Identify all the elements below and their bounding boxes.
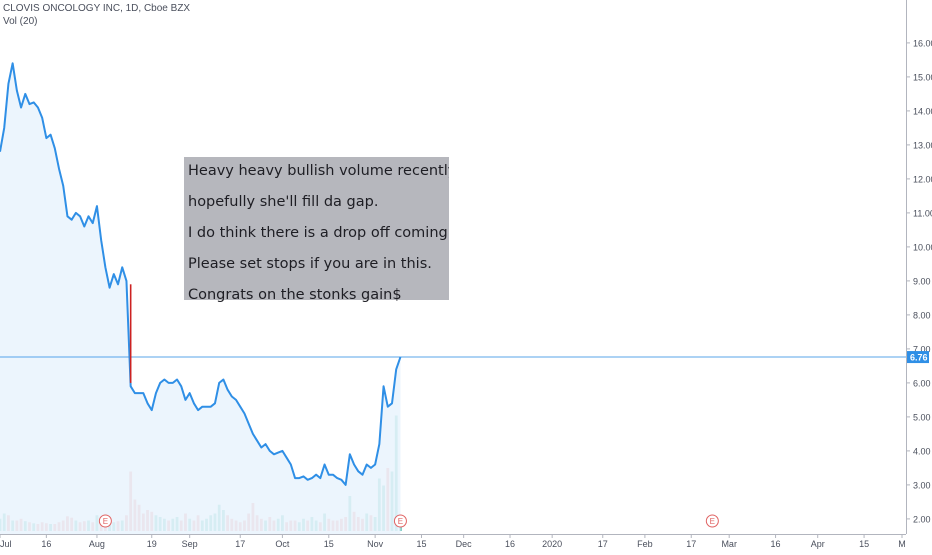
x-tick-label: 17: [235, 539, 245, 549]
x-tick-label: Mar: [721, 539, 737, 549]
x-tick-label: 17: [598, 539, 608, 549]
x-tick-label: 16: [41, 539, 51, 549]
note-line: hopefully she'll fill da gap.: [188, 194, 379, 210]
x-tick-label: 15: [416, 539, 426, 549]
x-tick-label: 16: [505, 539, 515, 549]
volume-indicator-label[interactable]: Vol (20): [3, 16, 38, 27]
x-tick-label: 17: [686, 539, 696, 549]
last-price-tag[interactable]: [907, 351, 929, 364]
x-tick-label: Feb: [637, 539, 653, 549]
note-line: Please set stops if you are in this.: [188, 256, 432, 272]
price-area-fill: [0, 63, 401, 535]
earnings-marker-icon[interactable]: [393, 514, 407, 528]
y-tick-label: 12.00: [913, 174, 932, 184]
earnings-marker-label: E: [710, 517, 715, 526]
y-tick-label: 4.00: [913, 446, 931, 456]
price-line[interactable]: [0, 62, 402, 486]
x-tick-label: 15: [324, 539, 334, 549]
x-tick-label: 19: [147, 539, 157, 549]
y-tick-label: 15.00: [913, 72, 932, 82]
y-tick-label: 14.00: [913, 106, 932, 116]
x-tick-label: Jul: [0, 539, 12, 549]
x-tick-label: 15: [859, 539, 869, 549]
note-line: I do think there is a drop off coming so…: [188, 225, 449, 241]
chart-legend: CLOVIS ONCOLOGY INC, 1D, Cboe BZX Vol (2…: [3, 2, 190, 28]
earnings-marker-icon[interactable]: [705, 514, 719, 528]
note-line: Congrats on the stonks gain$: [188, 287, 402, 303]
x-tick-label: M: [898, 539, 906, 549]
x-tick-label: 2020: [542, 539, 562, 549]
x-tick-label: Oct: [275, 539, 290, 549]
earnings-marker-icon[interactable]: [98, 514, 112, 528]
y-tick-label: 2.00: [913, 514, 931, 524]
last-price-label: 6.76: [910, 353, 928, 363]
y-tick-label: 3.00: [913, 480, 931, 490]
x-tick-label: 16: [771, 539, 781, 549]
y-tick-label: 10.00: [913, 242, 932, 252]
earnings-marker-label: E: [103, 517, 108, 526]
note-line: Heavy heavy bullish volume recently,: [188, 163, 449, 179]
y-tick-label: 13.00: [913, 140, 932, 150]
x-tick-label: Aug: [89, 539, 105, 549]
y-tick-label: 8.00: [913, 310, 931, 320]
x-tick-label: Sep: [182, 539, 198, 549]
y-tick-label: 11.00: [913, 208, 932, 218]
y-tick-label: 6.00: [913, 378, 931, 388]
x-tick-label: Apr: [811, 539, 825, 549]
symbol-title[interactable]: CLOVIS ONCOLOGY INC, 1D, Cboe BZX: [3, 3, 191, 14]
y-tick-label: 16.00: [913, 38, 932, 48]
x-tick-label: Nov: [367, 539, 384, 549]
y-tick-label: 9.00: [913, 276, 931, 286]
y-tick-label: 7.00: [913, 344, 931, 354]
y-tick-label: 5.00: [913, 412, 931, 422]
x-tick-label: Dec: [456, 539, 473, 549]
earnings-marker-label: E: [398, 517, 403, 526]
text-annotation-box[interactable]: Heavy heavy bullish volume recently, hop…: [184, 157, 449, 303]
